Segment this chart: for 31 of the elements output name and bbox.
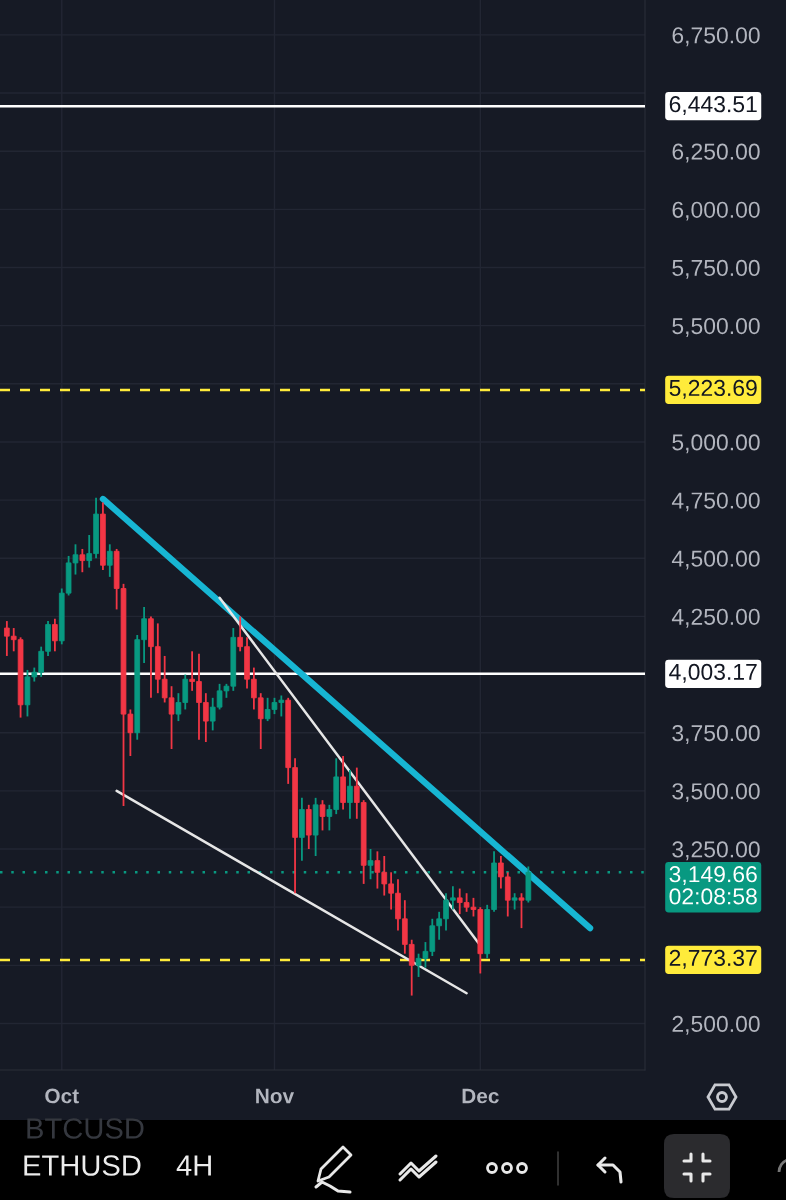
y-tick-label: 2,500.00 [672, 1015, 760, 1035]
x-tick-label: Oct [45, 1088, 79, 1104]
y-tick-label: 4,500.00 [671, 550, 760, 570]
candlestick [52, 617, 58, 653]
y-tick-label: 4,250.00 [671, 608, 760, 628]
y-tick-label: 5,500.00 [672, 317, 760, 337]
y-tick-label: 5,000.00 [672, 434, 760, 454]
ref-line-label: 2,773.37 [669, 949, 757, 969]
y-tick-label: 6,250.00 [672, 143, 760, 163]
candlestick [79, 548, 86, 574]
y-tick-label: 3,500.00 [672, 783, 760, 803]
ref-line-label: 6,443.51 [669, 96, 757, 116]
y-tick-label: 6,750.00 [672, 27, 760, 47]
ref-line-label: 3,149.66 02:08:58 [669, 866, 757, 905]
ref-line-label: 5,223.69 [669, 379, 757, 399]
x-tick-label: Nov [256, 1088, 295, 1104]
text: BTCUSD [27, 1118, 144, 1139]
y-tick-label: 6,000.00 [672, 201, 760, 221]
candlestick [511, 892, 518, 911]
y-tick-label: 4,750.00 [671, 492, 760, 512]
text: 4H [176, 1155, 211, 1176]
y-tick-label: 3,750.00 [672, 725, 760, 744]
text: ETHUSD [24, 1155, 141, 1176]
ref-line-label: 4,003.17 [669, 663, 757, 683]
candlestick [518, 892, 525, 930]
y-tick-label: 3,250.00 [672, 841, 760, 861]
candlestick [106, 543, 113, 578]
y-tick-label: 5,750.00 [672, 259, 760, 279]
candlestick [347, 769, 353, 820]
candlestick [319, 799, 326, 832]
x-tick-label: Dec [462, 1088, 499, 1104]
